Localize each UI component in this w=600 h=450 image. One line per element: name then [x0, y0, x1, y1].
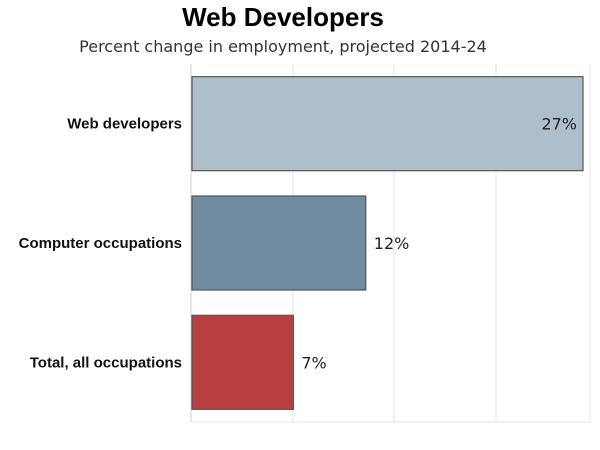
labels: Web developers 27% Computer occupations 12%… [19, 115, 577, 373]
value-label: 27% [541, 115, 577, 134]
chart-title: Web Developers [182, 2, 384, 32]
bar-3 [191, 314, 294, 410]
value-label: 12% [374, 234, 410, 253]
category-label: Total, all occupations [30, 354, 182, 371]
category-label: Web developers [67, 116, 182, 133]
value-label: 7% [301, 353, 326, 372]
bar-2 [191, 195, 367, 291]
category-label: Computer occupations [19, 235, 182, 252]
bars [191, 76, 584, 410]
chart-subtitle: Percent change in employment, projected … [79, 37, 487, 56]
bar-1 [191, 76, 584, 172]
